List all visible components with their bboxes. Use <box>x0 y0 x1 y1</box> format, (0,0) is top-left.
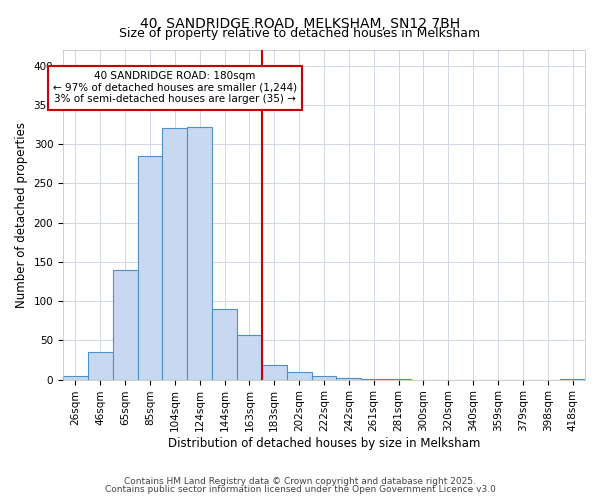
Bar <box>88 352 113 380</box>
Text: Contains HM Land Registry data © Crown copyright and database right 2025.: Contains HM Land Registry data © Crown c… <box>124 477 476 486</box>
Y-axis label: Number of detached properties: Number of detached properties <box>15 122 28 308</box>
X-axis label: Distribution of detached houses by size in Melksham: Distribution of detached houses by size … <box>168 437 480 450</box>
Bar <box>311 376 337 380</box>
Bar <box>287 372 311 380</box>
Bar <box>262 366 287 380</box>
Bar <box>212 309 237 380</box>
Bar <box>187 127 212 380</box>
Title: 40, SANDRIDGE ROAD, MELKSHAM, SN12 7BH
Size of property relative to detached hou: 40, SANDRIDGE ROAD, MELKSHAM, SN12 7BH S… <box>0 499 1 500</box>
Bar <box>361 379 386 380</box>
Bar <box>137 156 163 380</box>
Bar <box>113 270 137 380</box>
Text: Contains public sector information licensed under the Open Government Licence v3: Contains public sector information licen… <box>104 485 496 494</box>
Bar <box>163 128 187 380</box>
Bar <box>237 335 262 380</box>
Bar <box>560 379 585 380</box>
Text: 40 SANDRIDGE ROAD: 180sqm
← 97% of detached houses are smaller (1,244)
3% of sem: 40 SANDRIDGE ROAD: 180sqm ← 97% of detac… <box>53 71 297 104</box>
Text: Size of property relative to detached houses in Melksham: Size of property relative to detached ho… <box>119 28 481 40</box>
Bar <box>63 376 88 380</box>
Bar <box>337 378 361 380</box>
Bar <box>386 379 411 380</box>
Text: 40, SANDRIDGE ROAD, MELKSHAM, SN12 7BH: 40, SANDRIDGE ROAD, MELKSHAM, SN12 7BH <box>140 18 460 32</box>
